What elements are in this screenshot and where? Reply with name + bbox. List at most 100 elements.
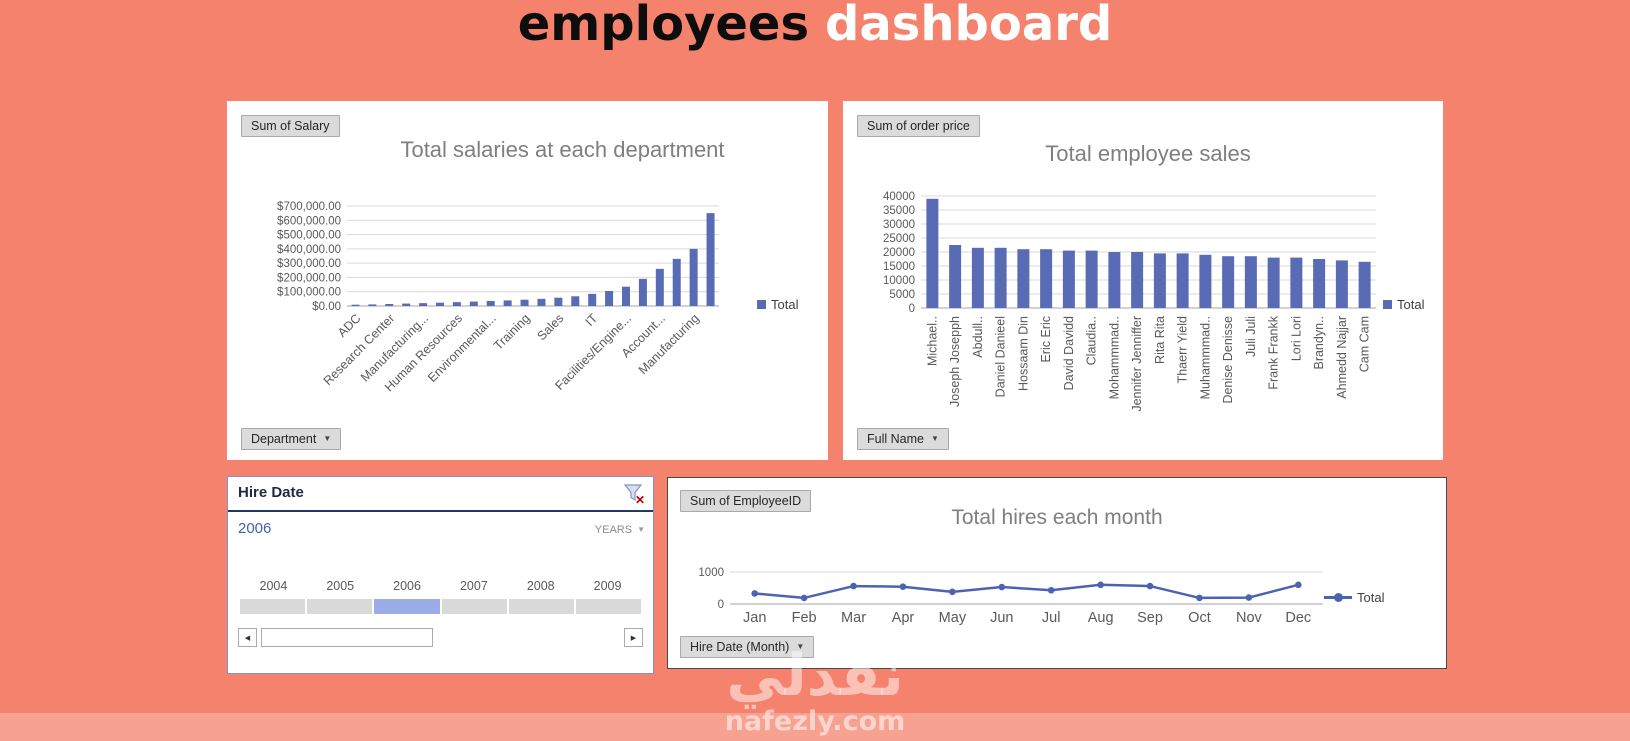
svg-text:Joseph Josepph: Joseph Josepph [948,316,962,407]
timeline-scroll-right-button[interactable]: ▶ [624,628,643,647]
svg-text:$400,000.00: $400,000.00 [277,244,341,256]
svg-text:5000: 5000 [889,289,915,301]
svg-text:40000: 40000 [883,191,915,203]
svg-text:Daniel Danieel: Daniel Danieel [994,316,1008,397]
svg-text:Denise Denisse: Denise Denisse [1221,316,1235,404]
department-axis-field-button[interactable]: Department ▼ [241,428,342,450]
svg-text:Mar: Mar [841,610,866,626]
svg-text:Apr: Apr [892,610,915,626]
timeline-period-label: YEARS [594,524,633,536]
hires-chart-panel: Sum of EmployeeID Total hires each month… [667,477,1447,669]
svg-text:0: 0 [718,599,724,611]
svg-text:20000: 20000 [883,247,915,259]
svg-text:10000: 10000 [883,275,915,287]
timeline-selected-period: 2006 [238,520,272,537]
svg-text:$100,000.00: $100,000.00 [277,287,341,299]
timeline-track[interactable] [240,599,642,614]
legend-label: Total [1357,590,1385,605]
svg-text:✕: ✕ [635,493,645,506]
timeline-scroll-left-button[interactable]: ◀ [238,628,257,647]
timeline-title: Hire Date [238,484,304,501]
svg-text:Juli Juli: Juli Juli [1244,316,1258,357]
timeline-segment-2007[interactable] [441,599,507,614]
svg-text:Lori Lori: Lori Lori [1289,316,1303,361]
field-button-label: Sum of EmployeeID [690,494,802,508]
svg-text:Jun: Jun [990,610,1013,626]
hires-chart-title: Total hires each month [951,506,1163,529]
page-title-part1: employees [517,0,810,52]
svg-text:25000: 25000 [883,233,915,245]
salary-chart-panel: Sum of Salary Total salaries at each dep… [227,101,828,460]
field-button-label: Department [251,432,317,446]
svg-text:Ahmedd Najjar: Ahmedd Najjar [1335,316,1349,399]
svg-text:0: 0 [909,303,915,315]
dropdown-arrow-icon: ▼ [796,642,805,651]
sum-of-order-price-field-button[interactable]: Sum of order price [857,115,980,137]
timeline-period-dropdown[interactable]: YEARS ▼ [595,524,645,536]
sum-of-employeeid-field-button[interactable]: Sum of EmployeeID [680,490,812,512]
svg-text:1000: 1000 [698,567,724,579]
svg-text:Sep: Sep [1137,610,1163,626]
timeline-year-label-2006: 2006 [393,579,421,593]
dropdown-arrow-icon: ▼ [930,434,939,443]
svg-text:15000: 15000 [883,261,915,273]
timeline-year-label-2005: 2005 [326,579,355,593]
svg-text:Frank Frankk: Frank Frankk [1267,315,1281,389]
timeline-scrollbar-thumb[interactable] [261,628,433,647]
svg-text:Eric Eric: Eric Eric [1039,316,1053,363]
timeline-segment-2004[interactable] [240,599,306,614]
svg-text:Manufacturing: Manufacturing [636,311,702,377]
timeline-segment-2005[interactable] [307,599,373,614]
svg-text:Oct: Oct [1188,610,1211,626]
svg-text:ADC: ADC [335,311,364,340]
hires-legend: Total [1324,590,1384,605]
legend-swatch-icon [1383,300,1392,309]
timeline-year-label-2009: 2009 [593,579,622,593]
timeline-year-label-2007: 2007 [459,579,488,593]
svg-text:Dec: Dec [1285,610,1311,626]
svg-text:$700,000.00: $700,000.00 [277,201,341,213]
legend-swatch-icon [757,300,766,309]
svg-text:Brandyn..: Brandyn.. [1312,316,1326,370]
bottom-strip [0,713,1630,741]
hire-date-month-axis-field-button[interactable]: Hire Date (Month) ▼ [680,636,815,658]
timeline-segment-2006[interactable] [374,599,440,614]
sales-bar-chart: 0 5000 10000 15000 20000 25000 30000 35000 40000… [883,191,1376,412]
timeline-segment-2009[interactable] [575,599,642,614]
svg-text:$500,000.00: $500,000.00 [277,230,341,242]
dropdown-arrow-icon: ▼ [637,525,645,534]
timeline-year-label-2004: 2004 [259,579,288,593]
salary-legend: Total [757,297,798,312]
svg-text:$300,000.00: $300,000.00 [277,258,341,270]
sales-legend: Total [1383,297,1424,312]
svg-text:May: May [939,610,967,626]
timeline-year-labels: 2004 2005 2006 2007 2008 2009 [240,579,641,593]
timeline-divider [228,510,653,512]
full-name-axis-field-button[interactable]: Full Name ▼ [857,428,949,450]
svg-text:Michael..: Michael.. [925,316,939,366]
svg-text:Jan: Jan [743,610,766,626]
page-title: employees dashboard [0,0,1630,56]
svg-text:Jennifer Jenniffer: Jennifer Jenniffer [1130,316,1144,412]
svg-text:$0.00: $0.00 [312,301,341,313]
page-title-part2: dashboard [825,0,1113,52]
svg-text:Nov: Nov [1236,610,1263,626]
hires-line-chart: 0 1000 Jan Feb Mar Apr May Jun Jul Aug Sep Oct Nov De… [698,567,1323,626]
svg-text:$200,000.00: $200,000.00 [277,272,341,284]
legend-label: Total [771,297,799,312]
sum-of-salary-field-button[interactable]: Sum of Salary [241,115,340,137]
legend-line-marker-icon [1324,593,1352,602]
svg-text:$600,000.00: $600,000.00 [277,215,341,227]
salary-chart-title: Total salaries at each department [400,137,725,162]
clear-filter-icon[interactable]: ✕ [622,482,646,507]
field-button-label: Full Name [867,432,924,446]
field-button-label: Sum of Salary [251,119,330,133]
svg-text:David Davidd: David Davidd [1062,316,1076,390]
dropdown-arrow-icon: ▼ [323,434,332,443]
svg-text:Cam Cam: Cam Cam [1358,316,1372,372]
hire-date-timeline-slicer: Hire Date ✕ 2006 YEARS ▼ 2004 2005 2006 200… [227,476,654,674]
timeline-segment-2008[interactable] [508,599,574,614]
svg-text:Abdull..: Abdull.. [971,316,985,358]
svg-text:Sales: Sales [534,311,566,343]
